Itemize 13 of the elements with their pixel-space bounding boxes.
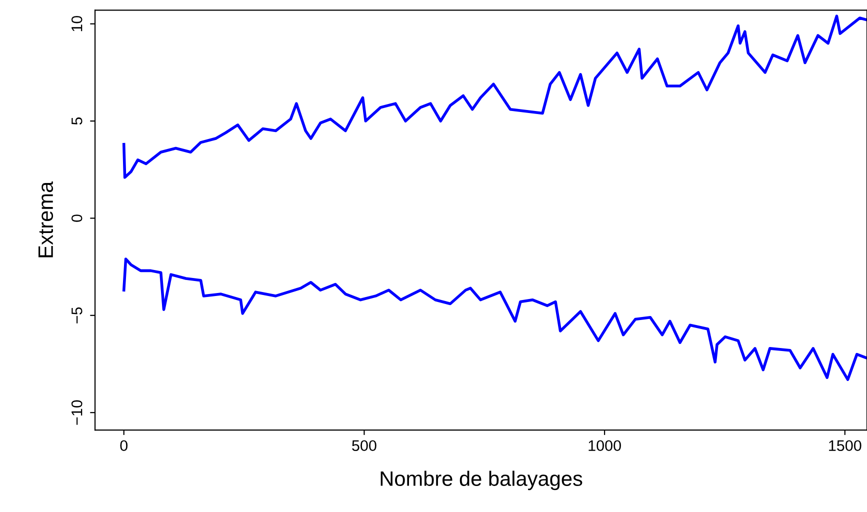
line-series: [122, 258, 867, 381]
y-tick-label: −5: [72, 307, 82, 324]
x-tick-label: 0: [120, 440, 128, 452]
x-tick-label: 500: [352, 440, 376, 452]
x-tick-label: 1000: [588, 440, 621, 452]
x-axis-title: Nombre de balayages: [380, 470, 582, 490]
y-tick-label: 0: [71, 214, 82, 222]
y-tick-label: 5: [72, 117, 82, 125]
y-tick-label: −10: [71, 400, 82, 425]
line-series: [122, 14, 867, 179]
y-tick-label: 10: [71, 16, 82, 32]
y-axis-title: Extrema: [38, 181, 54, 258]
x-tick-label: 1500: [829, 440, 862, 452]
